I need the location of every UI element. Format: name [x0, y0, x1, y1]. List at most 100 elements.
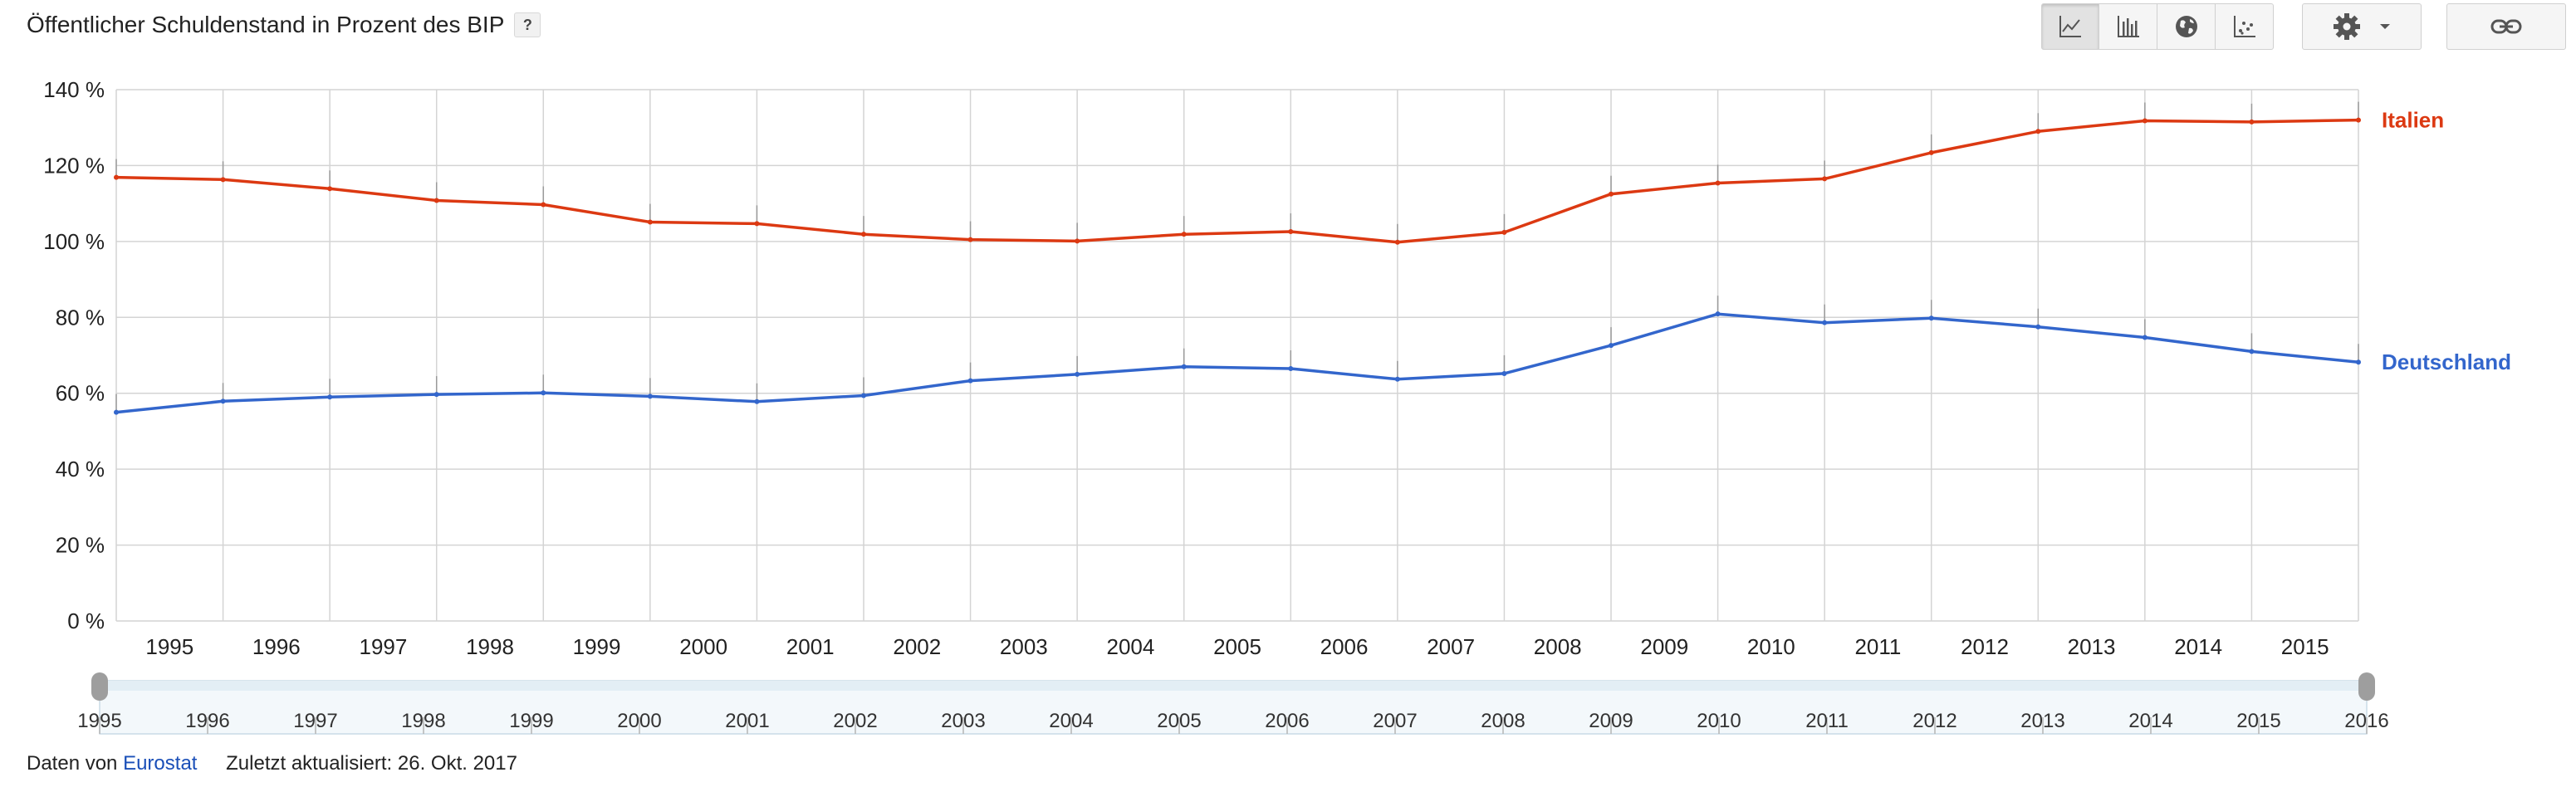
legend-label-italien[interactable]: Italien	[2382, 108, 2444, 133]
y-tick-label: 80 %	[56, 305, 105, 330]
data-point-italien[interactable]	[647, 219, 653, 225]
data-point-italien[interactable]	[1609, 191, 1614, 197]
last-updated: Zuletzt aktualisiert: 26. Okt. 2017	[226, 752, 517, 775]
scatter-chart-button[interactable]	[2216, 3, 2274, 50]
range-handle-end[interactable]	[2358, 672, 2375, 701]
data-point-italien[interactable]	[1288, 228, 1294, 234]
help-button[interactable]: ?	[514, 12, 541, 37]
data-point-deutschland[interactable]	[433, 392, 439, 398]
line-chart-icon	[2059, 16, 2081, 37]
range-tick-label: 2005	[1157, 710, 1201, 732]
range-tick-label: 2002	[833, 710, 877, 732]
data-point-italien[interactable]	[1075, 238, 1080, 244]
data-point-deutschland[interactable]	[2356, 359, 2361, 365]
data-point-italien[interactable]	[1181, 232, 1187, 237]
data-point-italien[interactable]	[754, 221, 760, 227]
settings-button[interactable]	[2302, 3, 2422, 50]
range-tick-label: 1996	[185, 710, 229, 732]
data-point-deutschland[interactable]	[541, 390, 546, 396]
map-chart-button[interactable]	[2157, 3, 2216, 50]
line-chart: 0 % 20 % 40 % 60 % 80 % 100 % 120 % 140 % 1995 19…	[43, 77, 2511, 735]
link-icon	[2490, 19, 2522, 34]
data-point-deutschland[interactable]	[2142, 335, 2147, 340]
chart-footer: Daten von Eurostat Zuletzt aktualisiert:…	[27, 752, 517, 775]
data-point-deutschland[interactable]	[1181, 364, 1187, 369]
x-tick-label: 2009	[1640, 634, 1688, 659]
data-point-italien[interactable]	[861, 232, 866, 237]
bar-chart-icon	[2117, 16, 2139, 37]
range-tick-label: 2011	[1805, 710, 1849, 732]
data-point-deutschland[interactable]	[1075, 371, 1080, 377]
series-line-deutschland	[115, 312, 2359, 414]
data-point-italien[interactable]	[220, 177, 226, 183]
data-point-italien[interactable]	[1501, 229, 1507, 235]
line-chart-button[interactable]	[2041, 3, 2099, 50]
x-tick-label: 2014	[2174, 634, 2222, 659]
data-point-italien[interactable]	[2035, 129, 2041, 134]
data-point-deutschland[interactable]	[114, 409, 119, 415]
data-point-deutschland[interactable]	[647, 394, 653, 399]
range-handle-start[interactable]	[91, 672, 108, 701]
x-tick-label: 2005	[1213, 634, 1261, 659]
range-tick-label: 2014	[2128, 710, 2172, 732]
range-tick-label: 1995	[77, 710, 121, 732]
data-point-deutschland[interactable]	[1609, 343, 1614, 349]
x-tick-label: 1998	[466, 634, 514, 659]
data-point-deutschland[interactable]	[2035, 324, 2041, 330]
range-tick-label: 2004	[1049, 710, 1093, 732]
y-tick-label: 120 %	[43, 153, 105, 178]
data-point-italien[interactable]	[1394, 239, 1400, 245]
data-point-italien[interactable]	[114, 174, 119, 180]
data-point-deutschland[interactable]	[754, 398, 760, 404]
range-selector-highlight	[100, 681, 2367, 691]
data-point-italien[interactable]	[541, 202, 546, 208]
y-tick-label: 20 %	[56, 533, 105, 558]
data-point-deutschland[interactable]	[1822, 320, 1828, 325]
scatter-icon	[2233, 16, 2255, 37]
range-tick-label: 2006	[1265, 710, 1309, 732]
series-line-italien	[115, 118, 2359, 244]
chart-title: Öffentlicher Schuldenstand in Prozent de…	[27, 12, 541, 38]
legend-label-deutschland[interactable]: Deutschland	[2382, 350, 2511, 374]
x-tick-label: 1997	[360, 634, 408, 659]
link-button[interactable]	[2446, 3, 2566, 50]
range-tick-label: 2007	[1373, 710, 1417, 732]
x-tick-label: 1996	[252, 634, 301, 659]
link-toolbar	[2446, 3, 2566, 50]
chart-type-toolbar	[2041, 3, 2274, 50]
data-point-italien[interactable]	[2249, 119, 2255, 125]
range-tick-label: 2003	[941, 710, 985, 732]
x-tick-label: 2008	[1534, 634, 1582, 659]
data-point-deutschland[interactable]	[1928, 315, 1934, 321]
data-point-deutschland[interactable]	[327, 394, 333, 400]
source-link[interactable]: Eurostat	[123, 752, 198, 775]
y-tick-label: 60 %	[56, 381, 105, 406]
data-point-italien[interactable]	[433, 198, 439, 203]
data-point-deutschland[interactable]	[967, 378, 973, 384]
data-point-deutschland[interactable]	[1501, 370, 1507, 376]
data-point-italien[interactable]	[2356, 117, 2361, 123]
data-point-italien[interactable]	[1822, 176, 1828, 182]
data-point-deutschland[interactable]	[1394, 376, 1400, 382]
data-point-italien[interactable]	[967, 237, 973, 242]
data-point-deutschland[interactable]	[2249, 349, 2255, 354]
range-tick-label: 1999	[509, 710, 553, 732]
data-point-italien[interactable]	[2142, 118, 2147, 124]
data-point-italien[interactable]	[1928, 149, 1934, 155]
x-tick-label: 2000	[679, 634, 727, 659]
data-point-italien[interactable]	[327, 186, 333, 192]
data-point-deutschland[interactable]	[1715, 311, 1721, 317]
x-tick-label: 1995	[145, 634, 193, 659]
range-tick-label: 2012	[1912, 710, 1956, 732]
range-tick-label: 2010	[1697, 710, 1741, 732]
data-point-italien[interactable]	[1715, 180, 1721, 186]
data-point-deutschland[interactable]	[220, 398, 226, 404]
bar-chart-button[interactable]	[2099, 3, 2157, 50]
x-tick-label: 2004	[1107, 634, 1155, 659]
source-prefix: Daten von	[27, 752, 118, 775]
range-tick-label: 2001	[725, 710, 769, 732]
x-tick-label: 2012	[1961, 634, 2009, 659]
data-point-deutschland[interactable]	[861, 393, 866, 398]
x-tick-label: 2013	[2068, 634, 2116, 659]
data-point-deutschland[interactable]	[1288, 366, 1294, 371]
